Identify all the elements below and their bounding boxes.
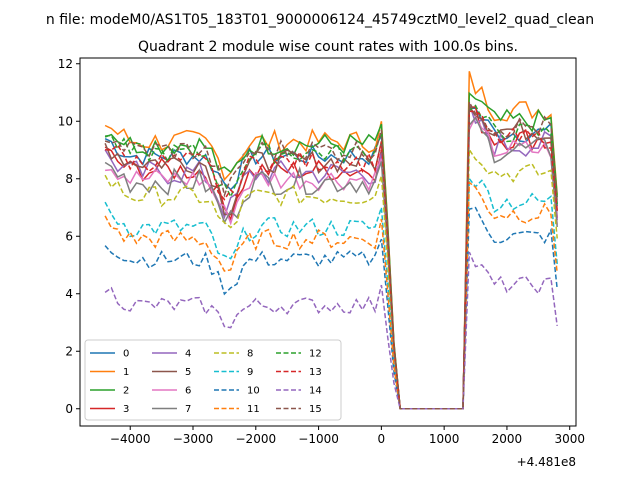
series-line-1 xyxy=(104,71,558,410)
axes-frame xyxy=(79,57,577,427)
series-line-12 xyxy=(105,104,558,410)
y-tick-label: 12 xyxy=(58,57,73,71)
series-line-8 xyxy=(104,147,558,410)
y-axis: 0 2 4 6 8 10 12 xyxy=(58,57,80,416)
series-line-13 xyxy=(105,110,558,410)
legend-label-1: 1 xyxy=(123,367,129,378)
legend-label-0: 0 xyxy=(123,349,129,360)
legend-label-6: 6 xyxy=(185,386,191,397)
legend-label-14: 14 xyxy=(309,386,322,397)
x-tick-label: 0 xyxy=(378,432,386,446)
legend-label-7: 7 xyxy=(185,404,191,415)
y-tick-label: 2 xyxy=(65,344,73,358)
y-tick-label: 10 xyxy=(58,114,73,128)
series-line-14 xyxy=(104,251,558,410)
legend-label-10: 10 xyxy=(247,386,260,397)
series-line-11 xyxy=(104,181,558,410)
legend-label-9: 9 xyxy=(247,367,253,378)
legend-label-2: 2 xyxy=(123,386,129,397)
plot-series-group xyxy=(104,71,558,410)
legend-label-12: 12 xyxy=(309,349,322,360)
legend-label-11: 11 xyxy=(247,404,260,415)
legend-label-15: 15 xyxy=(309,404,322,415)
x-tick-label: −1000 xyxy=(298,432,339,446)
legend-label-3: 3 xyxy=(123,404,129,415)
y-tick-label: 8 xyxy=(65,172,73,186)
y-tick-label: 0 xyxy=(65,402,73,416)
x-tick-label: −2000 xyxy=(236,432,277,446)
y-tick-label: 4 xyxy=(65,287,73,301)
x-tick-label: −4000 xyxy=(110,432,151,446)
chart-title: Quadrant 2 module wise count rates with … xyxy=(138,39,518,55)
legend-label-4: 4 xyxy=(185,349,191,360)
y-tick-label: 6 xyxy=(65,229,73,243)
x-offset-label: +4.481e8 xyxy=(517,455,576,469)
legend-label-5: 5 xyxy=(185,367,191,378)
series-line-9 xyxy=(104,176,558,410)
series-line-7 xyxy=(104,116,558,410)
legend-box xyxy=(84,339,342,421)
x-tick-label: 1000 xyxy=(429,432,460,446)
x-tick-label: 2000 xyxy=(492,432,523,446)
series-line-15 xyxy=(104,99,558,410)
series-line-2 xyxy=(104,91,558,410)
legend-label-8: 8 xyxy=(247,349,253,360)
x-axis: −4000 −3000 −2000 −1000 0 1000 2000 3000 xyxy=(110,426,585,446)
legend-label-13: 13 xyxy=(309,367,322,378)
x-tick-label: 3000 xyxy=(554,432,585,446)
figure-suptitle: n file: modeM0/AS1T05_183T01_9000006124_… xyxy=(46,12,594,28)
x-tick-label: −3000 xyxy=(173,432,214,446)
